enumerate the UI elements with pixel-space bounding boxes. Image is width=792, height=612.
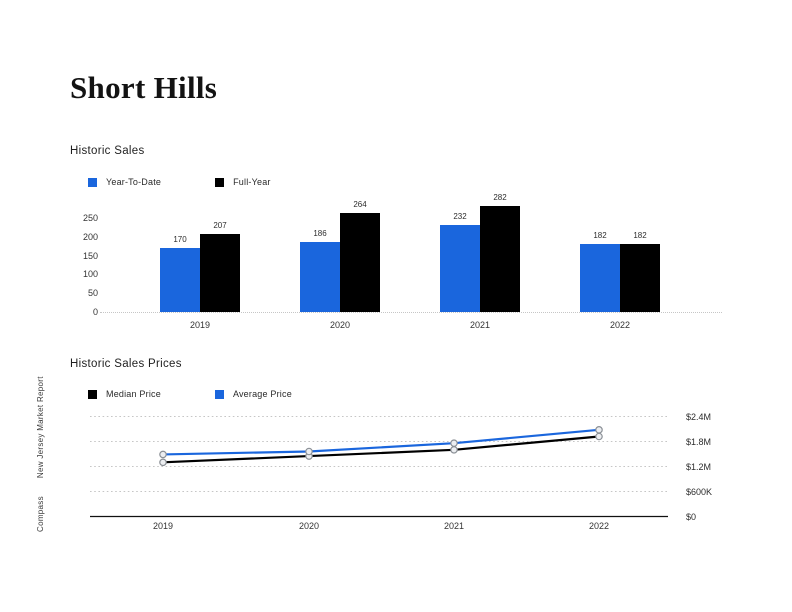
median-price-swatch	[88, 389, 97, 399]
vertical-sidebar-text: Compass New Jersey Market Report	[36, 376, 45, 532]
price-y-tick-label: $2.4M	[686, 411, 712, 422]
legend-item-average-price: Average Price	[214, 389, 292, 399]
bar-value-label: 170	[173, 235, 187, 245]
data-point-marker	[159, 450, 167, 459]
price-y-tick-label: $0	[686, 511, 697, 522]
legend-item-year-to-date: Year-To-Date	[88, 177, 161, 187]
bar-x-axis-label: 2020	[329, 320, 351, 330]
bar-y-tick-label: 200	[82, 231, 98, 242]
bar-y-tick-label: 250	[82, 213, 98, 223]
bar-group: 232 282 2021	[440, 193, 520, 330]
bar-value-label: 186	[313, 229, 327, 239]
series-line	[162, 435, 600, 464]
bar: 232	[440, 212, 480, 312]
bar-value-label: 264	[353, 199, 367, 209]
bar: 182	[580, 231, 620, 312]
bar-y-tick-label: 150	[82, 250, 98, 261]
historic-sales-heading: Historic Sales	[70, 145, 145, 157]
bar: 170	[160, 235, 200, 312]
bar-value-label: 182	[633, 230, 647, 240]
full-year-swatch	[215, 177, 225, 187]
price-y-tick-label: $600K	[686, 486, 713, 497]
bar: 186	[300, 229, 340, 312]
bar-value-label: 182	[593, 230, 607, 240]
line-chart-legend: Median Price Average Price	[88, 389, 292, 399]
bar-chart: 170 207 2019 186 264 2020 232 282 2021 182 182 2022	[100, 190, 720, 330]
data-point-marker	[450, 439, 458, 447]
bar: 264	[340, 200, 380, 312]
historic-sales-prices-heading: Historic Sales Prices	[70, 358, 182, 370]
bar: 282	[480, 193, 520, 312]
price-x-axis-label: 2021	[443, 521, 465, 531]
series-line	[162, 428, 600, 456]
data-point-marker	[450, 446, 458, 454]
data-point-marker	[595, 426, 603, 434]
price-x-axis-label: 2022	[588, 521, 610, 531]
bar-value-label: 282	[493, 192, 507, 202]
price-y-tick-label: $1.8M	[686, 436, 712, 447]
bar-chart-baseline	[100, 312, 722, 313]
average-price-swatch	[214, 389, 224, 399]
legend-item-full-year: Full-Year	[215, 177, 270, 187]
data-point-marker	[595, 432, 603, 441]
data-point-marker	[159, 458, 167, 467]
report-name-label: New Jersey Market Report	[36, 376, 45, 479]
bar-y-tick-label: 100	[82, 269, 98, 280]
brand-label: Compass	[36, 496, 45, 532]
year-to-date-label: Year-To-Date	[106, 177, 162, 187]
year-to-date-swatch	[88, 177, 97, 187]
bar-value-label: 207	[213, 221, 227, 231]
legend-item-median-price: Median Price	[88, 389, 161, 399]
bar-group: 170 207 2019	[160, 221, 240, 330]
price-y-tick-label: $1.2M	[686, 461, 712, 472]
page-title: Short Hills	[70, 70, 218, 105]
bar-y-tick-label: 0	[92, 307, 98, 317]
bar: 207	[200, 221, 240, 312]
line-chart	[90, 416, 668, 518]
price-x-axis-label: 2019	[152, 521, 174, 531]
bar-x-axis-label: 2022	[609, 320, 631, 330]
full-year-label: Full-Year	[233, 177, 271, 187]
data-point-marker	[305, 447, 313, 456]
median-price-label: Median Price	[106, 389, 161, 399]
bar-group: 186 264 2020	[300, 200, 380, 330]
price-x-axis-label: 2020	[298, 521, 320, 531]
average-price-label: Average Price	[232, 389, 292, 399]
bar-group: 182 182 2022	[580, 231, 660, 330]
bar-y-tick-label: 50	[87, 288, 98, 299]
bar-x-axis-label: 2021	[469, 320, 491, 330]
bar-x-axis-label: 2019	[189, 320, 211, 330]
bar-value-label: 232	[453, 211, 467, 221]
bar-chart-legend: Year-To-Date Full-Year	[88, 177, 271, 187]
bar: 182	[620, 231, 660, 312]
